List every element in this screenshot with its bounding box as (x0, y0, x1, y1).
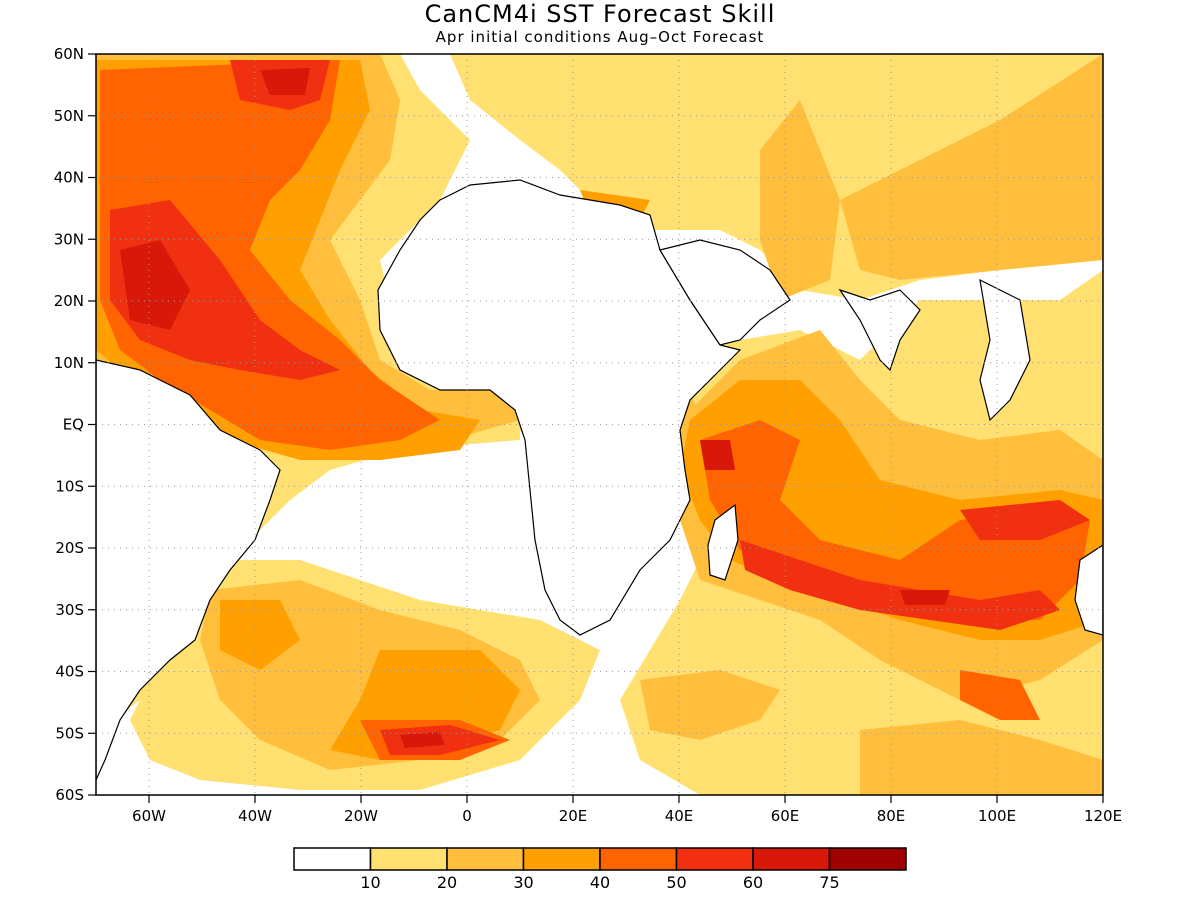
colorbar-swatch (599, 847, 678, 871)
lon-tick-label: 0 (462, 807, 472, 825)
colorbar-swatch (675, 847, 754, 871)
lat-tick-label: 10S (55, 477, 84, 495)
land-africa (377, 179, 742, 636)
map-axes: 60N 50N 40N 30N 20N 10N EQ 10S 20S 30S 40S 50S 60S 60… (54, 45, 1122, 825)
colorbar-swatch (752, 847, 831, 871)
lat-tick-label: 60N (54, 45, 84, 63)
colorbar-swatch (446, 847, 525, 871)
lat-tick-label: 10N (54, 354, 84, 372)
lon-tick-label: 80E (877, 807, 906, 825)
lon-tick-label: 40E (665, 807, 694, 825)
lon-tick-label: 20E (559, 807, 588, 825)
lat-tick-label: EQ (63, 416, 84, 434)
lat-tick-label: 40N (54, 169, 84, 187)
land-se-asia (979, 278, 1031, 422)
lat-tick-label: 60S (55, 786, 84, 804)
land-india (838, 288, 921, 372)
colorbar-label: 60 (743, 873, 763, 892)
lat-tick-label: 50N (54, 107, 84, 125)
colorbar-label: 30 (513, 873, 533, 892)
land-madagascar (707, 503, 739, 581)
lon-tick-label: 120E (1084, 807, 1122, 825)
colorbar-swatch (293, 847, 372, 871)
map-subtitle: Apr initial conditions Aug–Oct Forecast (435, 28, 765, 46)
colorbar: 10 20 30 40 50 60 75 (293, 847, 907, 892)
lat-tick-label: 20S (55, 539, 84, 557)
colorbar-label: 50 (666, 873, 686, 892)
colorbar-label: 10 (360, 873, 380, 892)
lat-tick-label: 30S (55, 601, 84, 619)
land-arabia-asia (659, 239, 791, 346)
lat-tick-label: 50S (55, 724, 84, 742)
skill-field (96, 54, 1103, 795)
lon-tick-label: 20W (344, 807, 378, 825)
colorbar-swatch (369, 847, 448, 871)
lon-tick-label: 60W (132, 807, 166, 825)
colorbar-label: 40 (590, 873, 610, 892)
colorbar-swatch (522, 847, 601, 871)
lon-tick-label: 40W (238, 807, 272, 825)
map-title: CanCM4i SST Forecast Skill (424, 0, 776, 28)
lon-tick-label: 100E (978, 807, 1016, 825)
lat-tick-label: 30N (54, 230, 84, 248)
land-australia (1074, 544, 1103, 636)
lon-tick-label: 60E (771, 807, 800, 825)
colorbar-label: 75 (819, 873, 839, 892)
colorbar-label: 20 (437, 873, 457, 892)
lat-tick-label: 40S (55, 663, 84, 681)
lat-tick-label: 20N (54, 292, 84, 310)
colorbar-swatch (828, 847, 907, 871)
